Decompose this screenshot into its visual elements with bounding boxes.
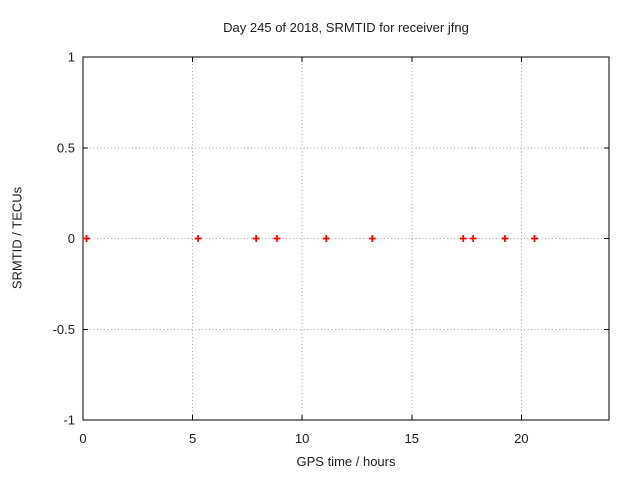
x-tick-label: 15 — [405, 431, 419, 446]
data-point-marker — [459, 235, 467, 242]
y-tick-label: 0 — [68, 231, 75, 246]
y-tick-label: -0.5 — [53, 322, 75, 337]
data-point-marker — [469, 235, 477, 242]
x-axis-label: GPS time / hours — [296, 454, 396, 469]
x-tick-label: 5 — [189, 431, 196, 446]
data-point-marker — [273, 235, 281, 242]
data-point-marker — [530, 235, 538, 242]
data-point-marker — [83, 235, 91, 242]
chart-title: Day 245 of 2018, SRMTID for receiver jfn… — [223, 20, 469, 35]
data-point-marker — [252, 235, 260, 242]
y-tick-label: 0.5 — [57, 140, 75, 155]
x-tick-label: 10 — [295, 431, 309, 446]
data-point-marker — [322, 235, 330, 242]
y-tick-label: 1 — [68, 50, 75, 65]
x-tick-label: 20 — [514, 431, 528, 446]
data-point-marker — [368, 235, 376, 242]
data-point-marker — [194, 235, 202, 242]
x-tick-label: 0 — [79, 431, 86, 446]
data-point-marker — [501, 235, 509, 242]
y-tick-label: -1 — [63, 413, 75, 428]
